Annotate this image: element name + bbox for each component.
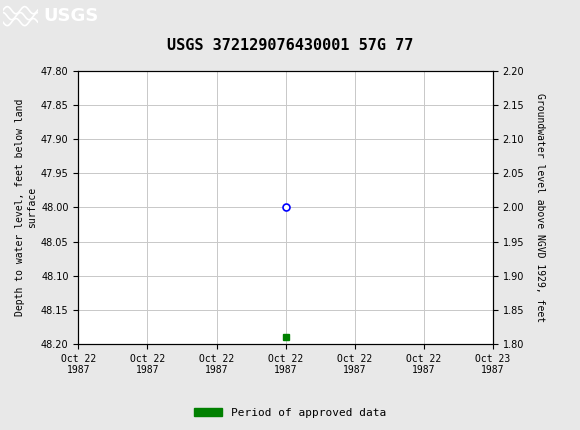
Text: USGS 372129076430001 57G 77: USGS 372129076430001 57G 77 xyxy=(167,38,413,52)
Y-axis label: Depth to water level, feet below land
surface: Depth to water level, feet below land su… xyxy=(15,99,37,316)
Y-axis label: Groundwater level above NGVD 1929, feet: Groundwater level above NGVD 1929, feet xyxy=(535,93,545,322)
Text: USGS: USGS xyxy=(44,7,99,25)
Legend: Period of approved data: Period of approved data xyxy=(190,403,390,422)
